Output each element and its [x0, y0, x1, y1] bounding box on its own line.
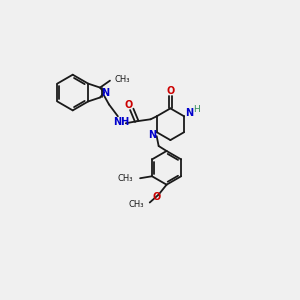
Text: O: O: [125, 100, 133, 110]
Text: N: N: [185, 108, 193, 118]
Text: CH₃: CH₃: [115, 75, 130, 84]
Text: N: N: [148, 130, 156, 140]
Text: O: O: [152, 192, 161, 202]
Text: CH₃: CH₃: [128, 200, 144, 209]
Text: N: N: [101, 88, 109, 98]
Text: CH₃: CH₃: [118, 174, 133, 183]
Text: NH: NH: [113, 117, 129, 127]
Text: O: O: [166, 85, 175, 96]
Text: H: H: [193, 105, 200, 114]
